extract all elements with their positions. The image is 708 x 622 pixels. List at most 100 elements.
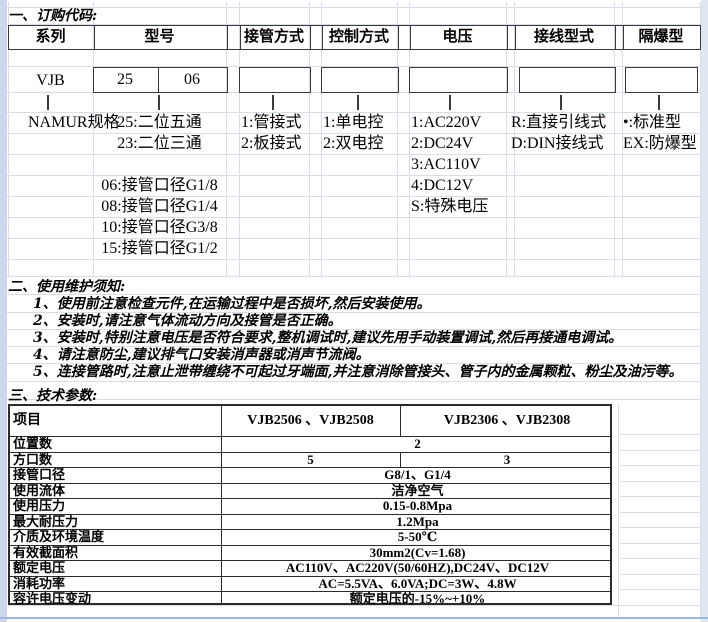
spec-value: 额定电压的-15%~+10% — [349, 591, 486, 606]
cell-divider — [322, 26, 323, 49]
col-header-wiring-type: 接线型式 — [533, 29, 594, 45]
gridline — [618, 404, 619, 617]
cell-divider — [623, 26, 624, 49]
spec-value: 5-50℃ — [397, 529, 438, 544]
spec-value: 5 — [307, 452, 314, 467]
specs-header-model-a: VJB2506 、VJB2508 — [247, 413, 374, 428]
connector-line — [449, 95, 451, 110]
gridline — [7, 154, 701, 155]
gridline — [7, 294, 701, 295]
row-divider — [10, 545, 610, 546]
row-divider — [10, 591, 610, 592]
connector-line — [158, 95, 160, 110]
spec-value: AC=5.5VA、6.0VA;DC=3W、4.8W — [318, 576, 517, 591]
voltage-option: 4:DC12V — [411, 177, 474, 194]
cell-divider — [507, 26, 508, 49]
gridline — [409, 2, 410, 276]
cell-divider — [410, 26, 411, 49]
gridline — [620, 496, 701, 497]
gridline — [7, 329, 701, 330]
model-option: 10:接管口径G3/8 — [101, 219, 218, 236]
spec-label: 有效截面积 — [13, 545, 79, 560]
voltage-option: 3:AC110V — [411, 156, 481, 173]
gridline — [7, 175, 701, 176]
row-divider — [10, 514, 610, 515]
pane-split-line — [0, 617, 708, 619]
connector-line — [272, 95, 274, 110]
explosion-code-box — [625, 67, 698, 93]
gridline — [620, 589, 701, 590]
notes-section-title: 二、使用维护须知: — [8, 279, 126, 295]
note-item: 1、使用前注意检查元件,在运输过程中是否损坏,然后安装使用。 — [33, 296, 431, 312]
gridline — [7, 259, 701, 260]
spec-value: 30mm2(Cv=1.68) — [369, 545, 466, 560]
gridline — [622, 2, 623, 276]
spec-label: 使用流体 — [13, 483, 66, 498]
ordering-section-title: 一、订购代码: — [8, 8, 98, 24]
row-divider — [10, 498, 610, 499]
spec-value: 洁净空气 — [391, 483, 444, 498]
gridline — [7, 399, 701, 400]
spec-label: 使用压力 — [13, 498, 66, 513]
cell-divider — [94, 26, 95, 49]
gridline — [397, 2, 398, 276]
right-pane-strip — [701, 0, 708, 622]
pipe-type-option: 2:板接式 — [241, 135, 302, 152]
gridline — [7, 276, 701, 277]
gridline — [620, 543, 701, 544]
cell-divider — [227, 26, 228, 49]
col-header-explosion-proof: 隔爆型 — [638, 29, 684, 45]
cell-divider — [400, 406, 401, 436]
col-header-control-type: 控制方式 — [328, 29, 389, 45]
cell-divider — [221, 406, 222, 603]
ordering-header-row — [8, 25, 701, 50]
model-option: 08:接管口径G1/4 — [101, 198, 218, 215]
spec-value: AC110V、AC220V(50/60HZ),DC24V、DC12V — [285, 560, 550, 575]
gridline — [8, 2, 9, 276]
row-divider — [10, 483, 610, 484]
control-type-code-box — [321, 67, 399, 93]
gridline — [321, 2, 322, 276]
model-option: 15:接管口径G1/2 — [101, 240, 218, 257]
gridline — [620, 574, 701, 575]
gridline — [7, 133, 701, 134]
row-divider — [10, 467, 610, 468]
gridline — [309, 2, 310, 276]
gridline — [226, 2, 227, 276]
gridline — [239, 2, 240, 276]
row-divider — [10, 529, 610, 530]
model-code-left: 25 — [117, 71, 133, 88]
model-option: 06:接管口径G1/8 — [101, 177, 218, 194]
cell-divider — [515, 26, 516, 49]
gridline — [620, 527, 701, 528]
gridline — [514, 2, 515, 276]
spec-label: 最大耐压力 — [13, 514, 79, 529]
series-option: NAMUR规格 — [28, 114, 120, 131]
specs-section-title: 三、技术参数: — [8, 388, 98, 404]
cell-divider — [398, 26, 399, 49]
model-code-box — [93, 67, 228, 93]
gridline — [620, 434, 701, 435]
gridline — [7, 312, 701, 313]
wiring-option: R:直接引线式 — [511, 114, 607, 131]
connector-line — [357, 95, 359, 110]
connector-line — [658, 95, 660, 110]
spec-value: 1.2Mpa — [396, 514, 439, 529]
voltage-option: 2:DC24V — [411, 135, 474, 152]
gridline — [620, 481, 701, 482]
explosion-option: •:标准型 — [623, 114, 682, 131]
gridline — [7, 363, 701, 364]
spec-label: 介质及环境温度 — [13, 529, 105, 544]
spec-value: 2 — [414, 436, 421, 451]
series-code: VJB — [36, 72, 65, 89]
gridline — [7, 196, 701, 197]
wiring-option: D:DIN接线式 — [511, 135, 604, 152]
wiring-type-code-box — [519, 67, 616, 93]
spec-value: 3 — [503, 452, 511, 467]
cell-divider — [400, 452, 401, 467]
cell-divider — [615, 26, 616, 49]
gridline — [7, 66, 701, 67]
gridline — [614, 2, 615, 276]
cell-divider — [158, 68, 159, 92]
gridline — [620, 558, 701, 559]
